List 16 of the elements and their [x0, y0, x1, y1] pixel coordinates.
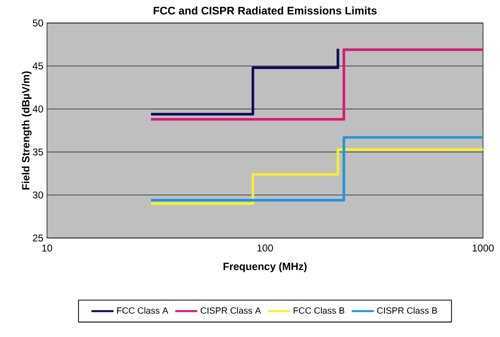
legend-label: CISPR Class A [200, 307, 261, 314]
y-axis-title: Field Strength (dBµV/m) [22, 71, 32, 190]
y-tick-label: 50 [32, 19, 44, 27]
chart-title: FCC and CISPR Radiated Emissions Limits [154, 6, 377, 15]
x-tick-label: 100 [257, 244, 273, 252]
y-tick-label: 30 [32, 191, 44, 199]
y-tick-label: 40 [32, 105, 44, 113]
legend-label: CISPR Class B [377, 307, 438, 314]
legend-label: FCC Class B [294, 307, 344, 314]
y-tick-label: 25 [32, 234, 44, 242]
legend-label: FCC Class A [117, 307, 168, 314]
x-tick-label: 10 [42, 244, 52, 252]
y-tick-label: 45 [32, 62, 44, 70]
x-axis-title: Frequency (MHz) [224, 262, 307, 272]
y-tick-label: 35 [32, 148, 44, 156]
x-tick-label: 1000 [472, 244, 494, 252]
